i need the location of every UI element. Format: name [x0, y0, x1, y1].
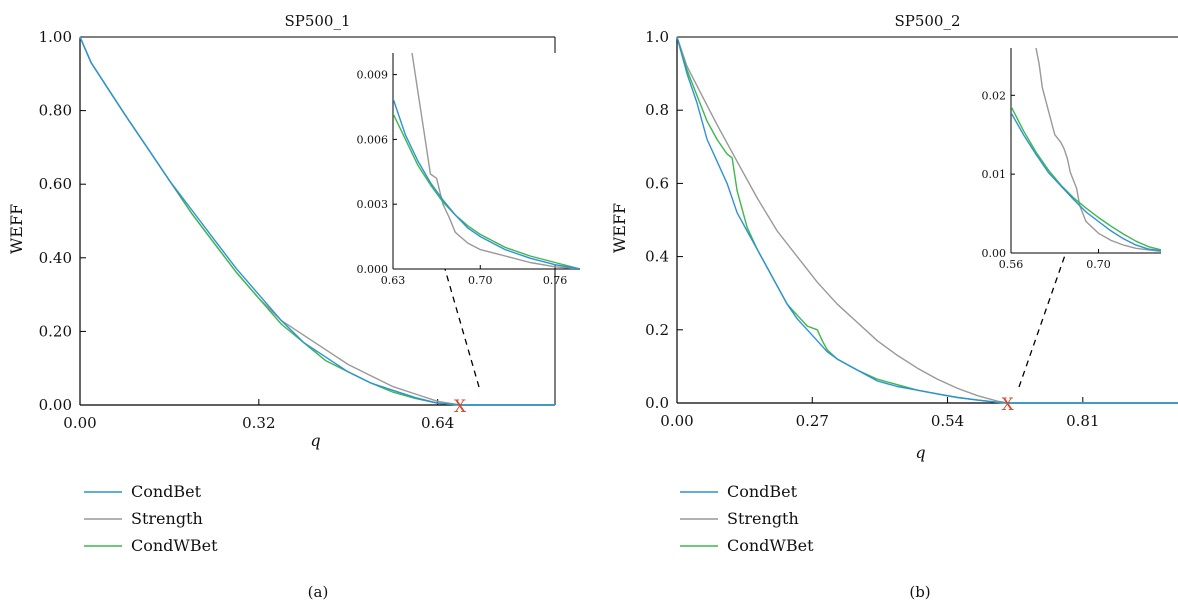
y-axis-label: WEFF	[7, 204, 26, 254]
y-tick-label: 0.00	[39, 396, 72, 414]
panel-caption: (a)	[308, 583, 329, 601]
x-tick-label: 0.54	[931, 412, 964, 430]
y-tick-label: 0.80	[39, 102, 72, 120]
inset-chart: 0.000 0.003 0.006 0.009 0.63 0.70 0.76	[357, 53, 580, 287]
inset-background	[1011, 48, 1161, 253]
y-tick-label: 0.0	[645, 394, 669, 412]
series-line-strength	[676, 36, 1178, 404]
zoom-arrow-line	[1018, 214, 1080, 388]
inset-x-tick-label: 0.76	[543, 274, 568, 287]
inset-series-line-condwbet	[393, 113, 580, 269]
inset-y-tick-label: 0.003	[357, 198, 389, 211]
inset-y-tick-label: 0.00	[982, 247, 1007, 260]
chart-panel-0: SP500_1 0.00 0.20 0.40 0.60 0.80 1.00 0.00 0.32 0…	[7, 12, 580, 601]
x-tick-label: 0.32	[242, 414, 275, 432]
inset-chart: 0.00 0.01 0.02 0.56 0.70	[982, 48, 1161, 271]
zoom-marker-x: X	[1002, 395, 1015, 415]
inset-y-tick-label: 0.02	[982, 89, 1007, 102]
inset-series-group	[1011, 48, 1161, 253]
y-tick-label: 0.2	[645, 321, 669, 339]
inset-y-tick-label: 0.009	[357, 69, 389, 82]
legend-label: CondBet	[727, 482, 798, 501]
inset-series-group	[393, 53, 580, 269]
x-tick-label: 0.00	[660, 412, 693, 430]
series-line-condbet	[676, 36, 1178, 404]
inset-series-line-strength	[1035, 48, 1161, 253]
chart-title: SP500_1	[284, 12, 350, 30]
x-tick-label: 0.81	[1066, 412, 1099, 430]
zoom-marker-x: X	[454, 397, 467, 417]
chart-panel-1: SP500_2 0.0 0.2 0.4 0.6 0.8 1.0 0.00 0.27 0.54 0.8…	[610, 12, 1178, 601]
x-tick-label: 0.00	[63, 414, 96, 432]
inset-x-tick-label: 0.70	[1086, 258, 1111, 271]
inset-y-tick-label: 0.006	[357, 133, 389, 146]
y-tick-label: 0.60	[39, 175, 72, 193]
inset-series-line-condbet	[393, 98, 580, 269]
inset-x-tick-label: 0.56	[999, 258, 1024, 271]
x-tick-label: 0.64	[421, 414, 454, 432]
y-tick-label: 1.0	[645, 28, 669, 46]
legend-label: CondWBet	[727, 536, 814, 555]
y-tick-label: 0.20	[39, 322, 72, 340]
y-tick-label: 1.00	[39, 28, 72, 46]
inset-series-line-strength	[411, 53, 580, 269]
x-axis-label: q	[310, 431, 320, 450]
x-tick-label: 0.27	[796, 412, 829, 430]
y-tick-label: 0.4	[645, 248, 669, 266]
inset-y-tick-label: 0.000	[357, 263, 389, 276]
legend-label: CondBet	[131, 482, 202, 501]
inset-y-tick-label: 0.01	[982, 168, 1007, 181]
inset-x-tick-label: 0.70	[468, 274, 493, 287]
legend-label: Strength	[131, 509, 203, 528]
legend-label: CondWBet	[131, 536, 218, 555]
inset-series-line-condwbet	[1011, 105, 1161, 251]
chart-title: SP500_2	[894, 12, 960, 30]
legend-label: Strength	[727, 509, 799, 528]
inset-x-tick-label: 0.63	[381, 274, 406, 287]
panel-caption: (b)	[909, 583, 930, 601]
y-axis-label: WEFF	[610, 203, 629, 253]
y-tick-label: 0.8	[645, 101, 669, 119]
inset-background	[393, 53, 580, 269]
x-axis-label: q	[915, 443, 925, 462]
y-tick-label: 0.40	[39, 249, 72, 267]
series-line-condbet	[79, 36, 555, 406]
y-tick-label: 0.6	[645, 174, 669, 192]
inset-series-line-condbet	[1011, 112, 1161, 252]
